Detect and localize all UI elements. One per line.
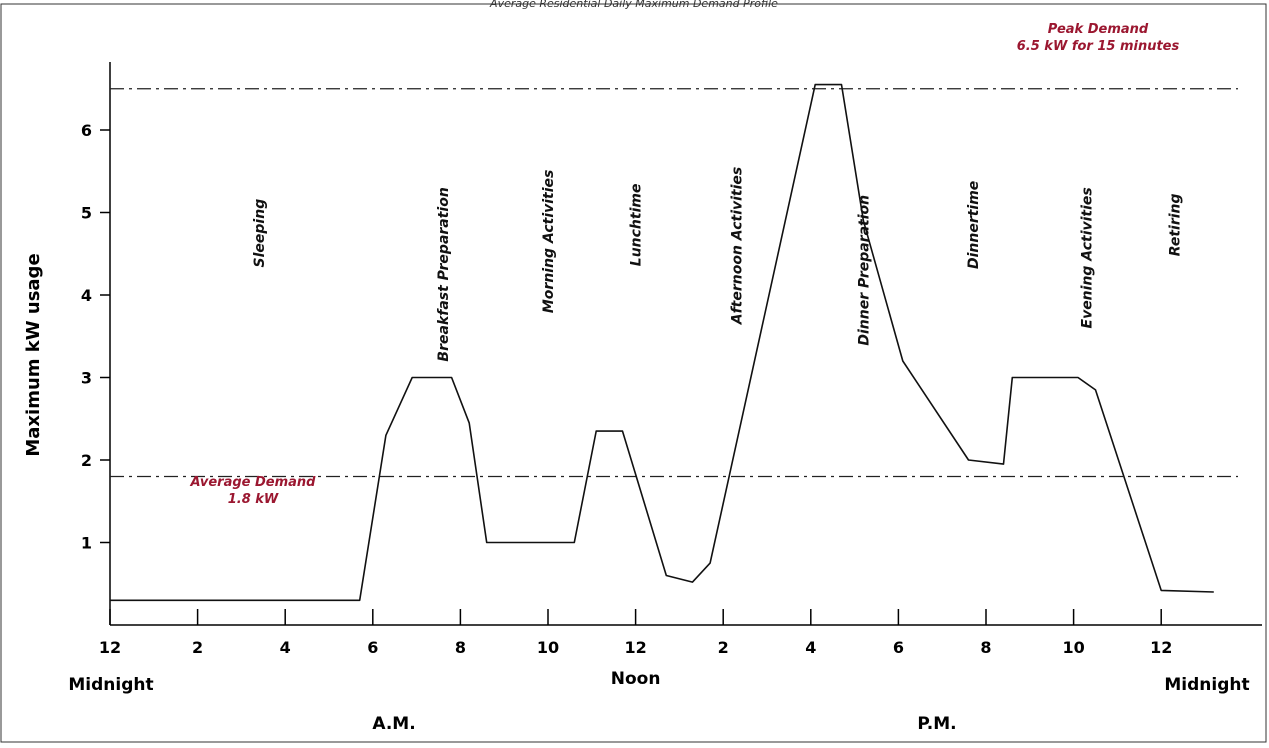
x-tick-label-9: 6: [893, 638, 904, 657]
period-label-am: A.M.: [372, 714, 415, 734]
y-ticks: 1 2 3 4 5 6: [81, 121, 110, 553]
time-label-midnight-end: Midnight: [1164, 675, 1249, 695]
x-ticks: 12 2 4 6 8 10 12 2 4 6 8 10 12: [99, 609, 1172, 657]
y-tick-label-5: 5: [81, 204, 92, 223]
average-demand-sublabel: 1.8 kW: [228, 492, 279, 507]
time-label-noon: Noon: [611, 669, 661, 689]
activity-labels: Sleeping Breakfast Preparation Morning Act…: [252, 167, 1183, 362]
average-demand-label: Average Demand: [190, 475, 317, 490]
time-label-midnight-start: Midnight: [68, 675, 153, 695]
peak-demand-label: Peak Demand: [1048, 22, 1149, 37]
x-tick-label-5: 10: [537, 638, 559, 657]
chart-caption: Average Residential Daily Maximum Demand…: [489, 0, 778, 10]
x-tick-label-6: 12: [624, 638, 646, 657]
activity-label-3: Lunchtime: [629, 184, 645, 267]
x-tick-label-10: 8: [980, 638, 991, 657]
y-tick-label-6: 6: [81, 121, 92, 140]
average-demand-annotation: Average Demand 1.8 kW: [190, 475, 317, 507]
x-tick-label-3: 6: [367, 638, 378, 657]
x-tick-label-11: 10: [1062, 638, 1084, 657]
y-axis-label: Maximum kW usage: [23, 253, 44, 456]
x-tick-label-1: 2: [192, 638, 203, 657]
y-tick-label-3: 3: [81, 369, 92, 388]
demand-series-line: [110, 83, 1214, 602]
activity-label-7: Evening Activities: [1080, 187, 1096, 328]
period-label-pm: P.M.: [917, 714, 956, 734]
activity-label-1: Breakfast Preparation: [436, 187, 452, 361]
y-tick-label-4: 4: [81, 286, 92, 305]
reference-lines: [110, 88, 1238, 478]
chart-border: [0, 3, 1267, 743]
activity-label-5: Dinner Preparation: [856, 195, 872, 346]
x-tick-label-4: 8: [455, 638, 466, 657]
activity-label-0: Sleeping: [252, 199, 268, 268]
activity-label-8: Retiring: [1167, 193, 1183, 256]
y-tick-label-2: 2: [81, 451, 92, 470]
peak-demand-annotation: Peak Demand 6.5 kW for 15 minutes: [1017, 22, 1180, 54]
peak-demand-sublabel: 6.5 kW for 15 minutes: [1017, 39, 1180, 54]
x-tick-label-12: 12: [1150, 638, 1172, 657]
activity-label-2: Morning Activities: [541, 170, 557, 314]
x-tick-label-8: 4: [805, 638, 816, 657]
x-tick-label-2: 4: [280, 638, 291, 657]
activity-label-6: Dinnertime: [966, 181, 982, 269]
x-tick-label-0: 12: [99, 638, 121, 657]
x-tick-label-7: 2: [718, 638, 729, 657]
y-tick-label-1: 1: [81, 534, 92, 553]
activity-label-4: Afternoon Activities: [729, 167, 745, 326]
